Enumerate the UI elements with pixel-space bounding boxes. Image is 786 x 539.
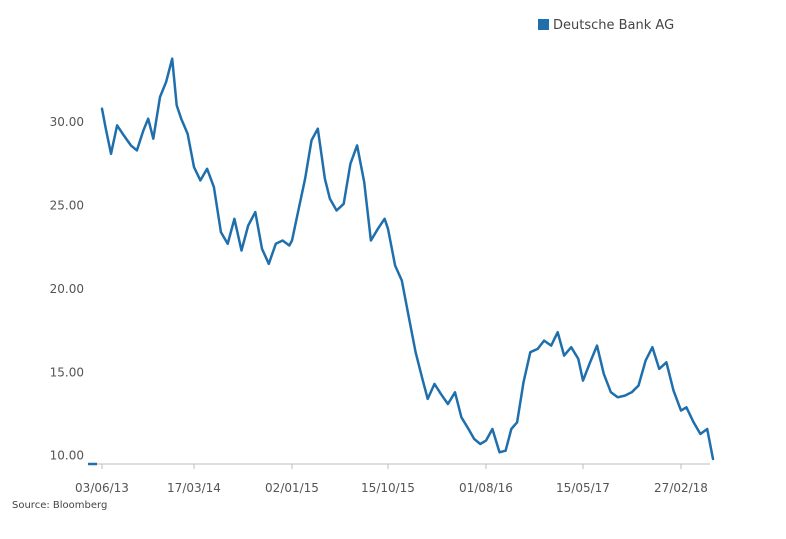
- y-tick-label: 30.00: [50, 115, 84, 129]
- x-tick-label: 02/01/15: [265, 481, 319, 495]
- legend-label: Deutsche Bank AG: [553, 18, 674, 33]
- plot-area: [100, 57, 715, 461]
- legend-swatch: [538, 19, 549, 30]
- x-tick-label: 27/02/18: [654, 481, 708, 495]
- series-line-deutsche-bank: [100, 57, 715, 461]
- x-tick-label: 15/10/15: [361, 481, 415, 495]
- x-tick-label: 03/06/13: [75, 481, 129, 495]
- x-tick-label: 15/05/17: [556, 481, 610, 495]
- y-tick-label: 10.00: [50, 449, 84, 463]
- x-tick-label: 17/03/14: [167, 481, 221, 495]
- source-note: Source: Bloomberg: [12, 500, 108, 511]
- x-tick-label: 01/08/16: [459, 481, 513, 495]
- x-axis: 03/06/13 17/03/14 02/01/15 15/10/15 01/08/16…: [75, 462, 710, 495]
- y-tick-label: 20.00: [50, 282, 84, 296]
- y-tick-label: 15.00: [50, 365, 84, 379]
- y-axis: 10.00 15.00 20.00 25.00 30.00: [50, 115, 84, 463]
- legend: Deutsche Bank AG: [538, 18, 674, 33]
- y-tick-label: 25.00: [50, 198, 84, 212]
